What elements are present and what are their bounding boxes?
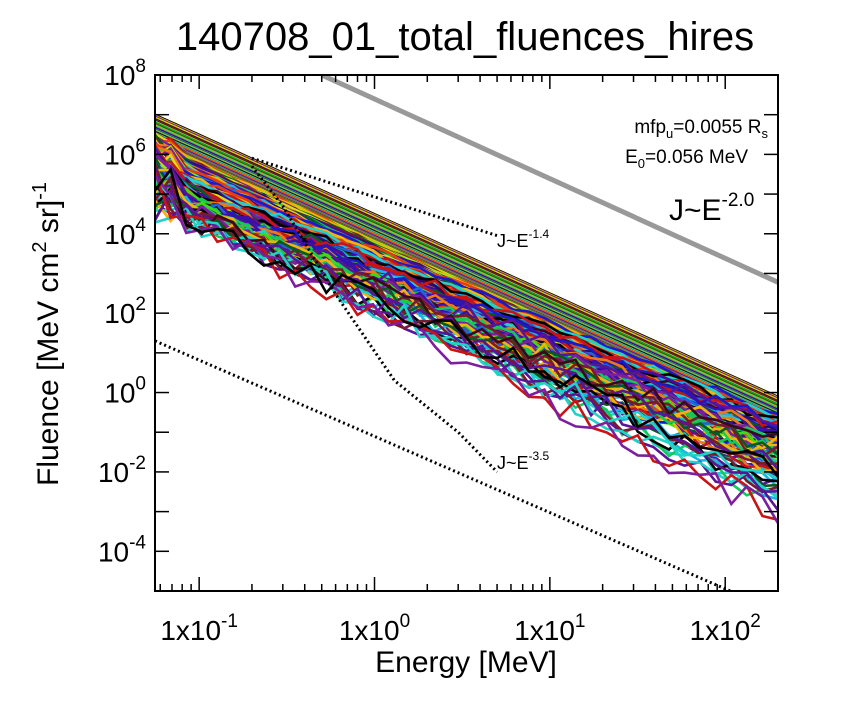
mfp-sub1: u — [666, 126, 673, 141]
e0-pre: E — [625, 147, 638, 168]
x-tick-label: 1x100 — [339, 611, 410, 646]
annotation-ref-slope: J~E-2.0 — [669, 190, 754, 227]
y-tick-label: 102 — [104, 294, 146, 329]
spectrum-line — [155, 171, 778, 521]
x-tick-label: 1x10-1 — [160, 611, 238, 646]
fit-high-sup: -3.5 — [529, 449, 550, 463]
y-tick-label: 104 — [104, 215, 146, 250]
y-axis-label-main: Fluence [MeV cm — [32, 253, 65, 486]
y-tick-label: 106 — [104, 135, 146, 170]
reference-line-gray — [320, 75, 778, 285]
series-group — [155, 113, 778, 524]
y-axis-label-sup2: -1 — [29, 182, 51, 200]
ref-slope-sup: -2.0 — [722, 190, 755, 211]
y-tick-label: 108 — [104, 56, 146, 91]
mfp-mid: =0.0055 R — [673, 117, 761, 138]
annotation-fit-low: J~E-1.4 — [497, 227, 550, 251]
x-tick-labels: 1x10-1 1x100 1x101 1x102 — [160, 611, 761, 646]
axis-ticks — [155, 74, 779, 592]
mfp-sub2: s — [762, 126, 769, 141]
fit-high-pre: J~E — [497, 453, 529, 473]
e0-post: =0.056 MeV — [645, 147, 748, 168]
y-axis-label-mid: sr] — [32, 200, 65, 242]
y-tick-label: 10-2 — [98, 453, 146, 488]
spectrum-line — [155, 164, 778, 419]
y-tick-labels: 108 106 104 102 100 10-2 10-4 — [98, 56, 146, 567]
reference-lines — [155, 75, 778, 591]
annotation-e0: E0=0.056 MeV — [625, 147, 748, 171]
e0-sub: 0 — [638, 156, 645, 171]
spectrum-line — [155, 178, 778, 480]
mfp-pre: mfp — [634, 117, 666, 138]
y-tick-label: 100 — [104, 374, 146, 409]
chart-title: 140708_01_total_fluences_hires — [176, 15, 754, 59]
y-axis-label-sup1: 2 — [29, 241, 51, 252]
annotation-mfp: mfpu=0.0055 Rs — [634, 117, 768, 141]
y-axis-label: Fluence [MeV cm2 sr]-1 — [29, 182, 65, 486]
reference-line-dotted — [155, 339, 734, 591]
spectrum-line — [155, 174, 778, 524]
ref-slope-pre: J~E — [669, 194, 722, 227]
x-tick-label: 1x102 — [690, 611, 761, 646]
fit-low-sup: -1.4 — [529, 227, 550, 241]
spectrum-line — [155, 166, 778, 478]
x-axis-label: Energy [MeV] — [375, 646, 557, 679]
y-tick-label: 10-4 — [98, 532, 146, 567]
x-tick-label: 1x101 — [514, 611, 585, 646]
plot-frame — [154, 74, 779, 592]
reference-line-dotted — [250, 165, 499, 473]
fit-low-pre: J~E — [497, 231, 529, 251]
annotation-fit-high: J~E-3.5 — [497, 449, 550, 473]
